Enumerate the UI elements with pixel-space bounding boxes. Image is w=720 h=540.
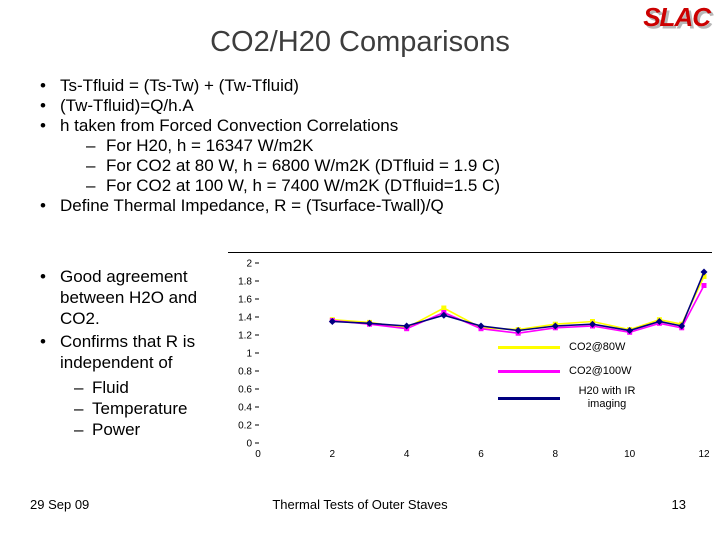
slide-title: CO2/H20 Comparisons [210,26,510,58]
bullet-text: Define Thermal Impedance, R = (Tsurface-… [60,196,444,215]
chart-marker [403,322,411,330]
thermal-impedance-chart: 0 0.2 0.4 0.6 0.8 1 1.2 1.4 1.6 1.8 2 0 2 4 6 8 10 12 CO2… [228,252,712,462]
y-tick-label: 1.6 [238,295,252,306]
chart-marker [551,322,559,330]
bullet-text: Confirms that R is independent of [60,332,196,372]
sub-bullet-group: – Fluid – Temperature – Power [40,377,235,440]
legend-label: CO2@80W [569,341,626,353]
bullet-marker: • [40,332,46,351]
chart-legend: CO2@80W CO2@100W H20 with IR imaging [498,341,708,411]
dash-marker: – [86,176,96,195]
legend-entry: H20 with IR imaging [498,385,708,411]
sub-bullet-item: – Power [40,419,235,440]
chart-marker [441,305,447,311]
chart-marker [477,322,485,330]
dash-marker: – [74,399,84,418]
bullet-marker: • [40,76,46,95]
x-tick-label: 10 [624,449,636,460]
x-tick-label: 12 [698,449,710,460]
legend-line-swatch [498,396,560,400]
bullet-item: • h taken from Forced Convection Correla… [40,116,690,136]
x-tick-label: 2 [330,449,336,460]
footer-page-number: 13 [671,497,686,512]
bullet-item: • Confirms that R is independent of [40,331,235,373]
bullet-list-top: • Ts-Tfluid = (Ts-Tw) + (Tw-Tfluid) • (T… [40,76,690,216]
sub-bullet-item: – For CO2 at 100 W, h = 7400 W/m2K (DTfl… [40,176,690,196]
bullet-marker: • [40,196,46,215]
chart-series-line [332,271,705,332]
slac-logo: SLAC [643,2,711,32]
chart-marker [366,319,373,327]
sub-bullet-text: Temperature [92,399,188,418]
legend-line-swatch [498,346,560,349]
bullet-item: • Good agreement between H2O and CO2. [40,266,235,329]
y-tick-label: 0.4 [238,403,252,414]
sub-bullet-item: – For H20, h = 16347 W/m2K [40,136,690,156]
y-tick-label: 1.4 [238,313,252,324]
y-tick-label: 1 [246,349,252,360]
bullet-list-left: • Good agreement between H2O and CO2. • … [40,266,235,440]
x-tick-label: 6 [478,449,484,460]
y-tick-label: 1.2 [238,331,252,342]
chart-marker [514,327,522,334]
dash-marker: – [74,420,84,439]
chart-marker [700,268,708,276]
sub-bullet-text: For CO2 at 100 W, h = 7400 W/m2K (DTflui… [106,176,500,195]
chart-marker [440,311,448,319]
bullet-text: (Tw-Tfluid)=Q/h.A [60,96,194,115]
legend-entry: CO2@100W [498,365,708,378]
chart-series-line [332,276,705,331]
sub-bullet-item: – Fluid [40,377,235,398]
sub-bullet-text: Power [92,420,141,439]
x-tick-label: 4 [404,449,410,460]
bullet-item: • (Tw-Tfluid)=Q/h.A [40,96,690,116]
footer-date: 29 Sep 09 [30,497,90,512]
chart-marker [701,274,707,279]
y-tick-label: 2 [246,259,252,270]
sub-bullet-text: Fluid [92,378,129,397]
dash-marker: – [86,136,96,155]
y-tick-label: 1.8 [238,277,252,288]
sub-bullet-text: For H20, h = 16347 W/m2K [106,136,314,155]
chart-svg: 0 0.2 0.4 0.6 0.8 1 1.2 1.4 1.6 1.8 2 0 2 4 6 8 10 12 [238,259,710,461]
footer-title: Thermal Tests of Outer Staves [272,497,448,512]
x-tick-label: 0 [255,449,261,460]
legend-label: CO2@100W [569,365,632,377]
y-tick-label: 0 [246,439,252,450]
dash-marker: – [86,156,96,175]
legend-entry: CO2@80W [498,341,708,354]
bullet-marker: • [40,116,46,135]
bullet-text: Good agreement between H2O and CO2. [60,267,198,328]
chart-marker [678,322,686,330]
legend-label: H20 with IR imaging [578,385,636,410]
bullet-marker: • [40,267,46,286]
y-tick-label: 0.6 [238,385,252,396]
bullet-text: Ts-Tfluid = (Ts-Tw) + (Tw-Tfluid) [60,76,299,95]
y-tick-label: 0.8 [238,367,252,378]
bullet-marker: • [40,96,46,115]
chart-series-line [332,285,705,335]
bullet-text: h taken from Forced Convection Correlati… [60,116,399,135]
x-tick-label: 8 [553,449,559,460]
legend-line-swatch [498,370,560,373]
sub-bullet-text: For CO2 at 80 W, h = 6800 W/m2K (DTfluid… [106,156,500,175]
sub-bullet-item: – For CO2 at 80 W, h = 6800 W/m2K (DTflu… [40,156,690,176]
bullet-item: • Define Thermal Impedance, R = (Tsurfac… [40,196,690,216]
chart-marker [589,320,596,328]
chart-marker [626,327,634,334]
chart-marker [701,283,707,288]
chart-marker [328,318,336,325]
y-tick-label: 0.2 [238,421,252,432]
dash-marker: – [74,378,84,397]
bullet-item: • Ts-Tfluid = (Ts-Tw) + (Tw-Tfluid) [40,76,690,96]
sub-bullet-item: – Temperature [40,398,235,419]
chart-marker [655,318,663,325]
